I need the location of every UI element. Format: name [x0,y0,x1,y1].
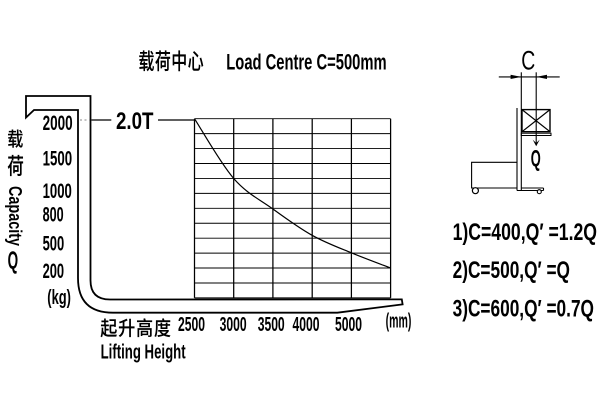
svg-text:Capacity: Capacity [5,186,26,246]
svg-text:(mm): (mm) [386,311,412,333]
svg-text:5000: 5000 [335,314,362,336]
svg-text:200: 200 [43,260,65,283]
svg-text:2.0T: 2.0T [116,108,154,135]
svg-text:1000: 1000 [43,180,72,203]
svg-text:(kg): (kg) [47,287,71,309]
svg-text:2000: 2000 [43,112,73,135]
svg-text:C: C [521,46,535,76]
svg-text:2)C=500,Q′ =Q: 2)C=500,Q′ =Q [453,258,570,284]
svg-text:3500: 3500 [258,314,285,336]
svg-text:3)C=600,Q′ =0.7Q: 3)C=600,Q′ =0.7Q [453,296,594,322]
svg-text:3000: 3000 [220,314,247,336]
svg-text:4000: 4000 [293,314,320,336]
svg-text:Q: Q [8,248,19,275]
svg-text:1500: 1500 [43,148,73,171]
svg-text:2500: 2500 [178,314,205,336]
svg-text:1)C=400,Q′ =1.2Q: 1)C=400,Q′ =1.2Q [453,220,597,246]
svg-text:500: 500 [43,233,65,256]
svg-text:Load Centre C=500mm: Load Centre C=500mm [226,50,386,75]
svg-text:Q: Q [531,145,541,171]
svg-text:800: 800 [43,204,64,227]
svg-text:Lifting Height: Lifting Height [101,340,186,363]
